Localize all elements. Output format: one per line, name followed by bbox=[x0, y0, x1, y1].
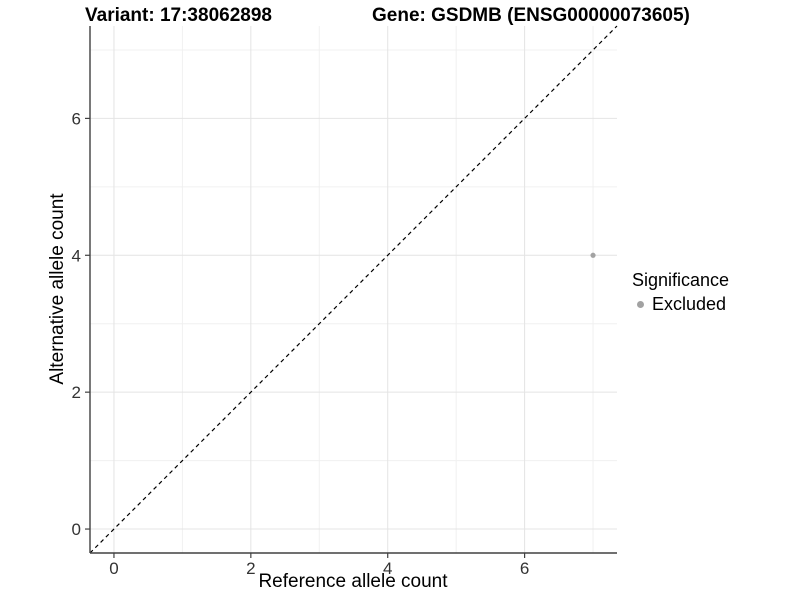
legend-item-label: Excluded bbox=[652, 294, 727, 314]
legend-item-excluded: Excluded bbox=[637, 294, 729, 315]
y-tick-label: 4 bbox=[72, 246, 81, 265]
legend: Significance Excluded bbox=[632, 270, 729, 315]
y-tick-label: 0 bbox=[72, 520, 81, 539]
plot-title-gene: Gene: GSDMB (ENSG00000073605) bbox=[372, 5, 690, 26]
y-axis-title: Alternative allele count bbox=[47, 193, 68, 385]
x-tick-label: 4 bbox=[383, 559, 392, 578]
y-tick-label: 6 bbox=[72, 109, 81, 128]
plot-title-variant: Variant: 17:38062898 bbox=[85, 5, 272, 26]
y-tick-label: 2 bbox=[72, 383, 81, 402]
x-axis-title: Reference allele count bbox=[258, 571, 448, 592]
legend-title: Significance bbox=[632, 270, 730, 290]
data-point bbox=[590, 252, 596, 258]
x-tick-label: 6 bbox=[520, 559, 529, 578]
identity-line bbox=[89, 25, 618, 554]
x-tick-label: 2 bbox=[246, 559, 255, 578]
legend-point-icon bbox=[637, 301, 644, 308]
x-tick-label: 0 bbox=[109, 559, 118, 578]
